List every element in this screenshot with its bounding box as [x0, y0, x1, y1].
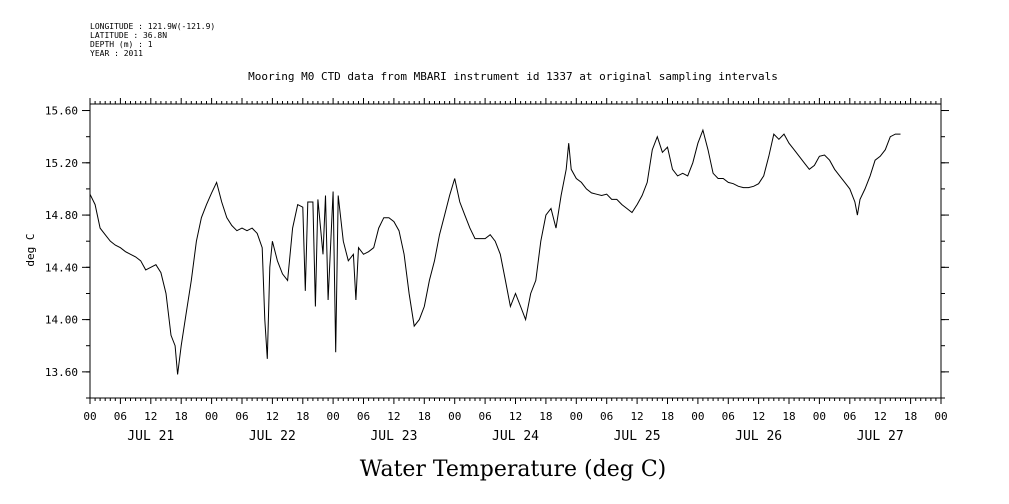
x-hour-label: 00: [570, 410, 583, 423]
x-hour-label: 00: [83, 410, 96, 423]
x-day-label: JUL 24: [492, 429, 539, 444]
x-hour-label: 12: [509, 410, 522, 423]
x-day-label: JUL 23: [370, 429, 417, 444]
latitude-text: LATITUDE : 36.8N: [90, 31, 168, 40]
x-hour-label: 12: [752, 410, 765, 423]
y-tick-label: 14.00: [45, 314, 78, 327]
x-hour-label: 12: [874, 410, 887, 423]
x-hour-label: 06: [722, 410, 735, 423]
x-hour-label: 06: [114, 410, 127, 423]
x-axis: 00 06 12 18 00 06 12 18 00 06 12 18 00 06 12 18 00 06 12 18…: [83, 410, 947, 444]
x-hour-label: 18: [296, 410, 309, 423]
y-tick-label: 14.40: [45, 261, 78, 274]
y-tick-label: 13.60: [45, 366, 78, 379]
water-temperature-line: [89, 128, 901, 375]
y-axis-label: deg C: [24, 233, 37, 266]
x-hour-label: 00: [691, 410, 704, 423]
metadata-block: LONGITUDE : 121.9W(-121.9) LATITUDE : 36…: [90, 22, 215, 58]
x-hour-label: 18: [661, 410, 674, 423]
x-axis-label: Water Temperature (deg C): [360, 457, 667, 482]
x-hour-label: 12: [144, 410, 157, 423]
x-hour-label: 12: [387, 410, 400, 423]
y-tick-label: 14.80: [45, 209, 78, 222]
x-hour-label: 18: [904, 410, 917, 423]
x-hour-label: 18: [418, 410, 431, 423]
x-hour-label: 06: [235, 410, 248, 423]
x-hour-label: 00: [327, 410, 340, 423]
x-hour-label: 06: [843, 410, 856, 423]
x-hour-label: 00: [205, 410, 218, 423]
x-hour-label: 06: [600, 410, 613, 423]
depth-text: DEPTH (m) : 1: [90, 40, 153, 49]
x-hour-label: 00: [934, 410, 947, 423]
x-hour-label: 06: [478, 410, 491, 423]
plot-frame: [89, 103, 942, 399]
x-day-label: JUL 26: [735, 429, 782, 444]
x-hour-label: 18: [175, 410, 188, 423]
tick-marks: [89, 98, 942, 404]
x-hour-label: 12: [630, 410, 643, 423]
x-day-label: JUL 27: [857, 429, 904, 444]
chart-title: Mooring M0 CTD data from MBARI instrumen…: [248, 70, 778, 83]
x-day-label: JUL 25: [614, 429, 661, 444]
y-tick-label: 15.20: [45, 157, 78, 170]
x-day-label: JUL 22: [249, 429, 296, 444]
x-hour-label: 06: [357, 410, 370, 423]
longitude-text: LONGITUDE : 121.9W(-121.9): [90, 22, 216, 31]
x-hour-label: 18: [539, 410, 552, 423]
x-hour-label: 00: [448, 410, 461, 423]
y-tick-label: 15.60: [45, 105, 78, 118]
x-hour-label: 18: [782, 410, 795, 423]
y-axis: 13.60 14.00 14.40 14.80 15.20 15.60: [45, 105, 949, 399]
x-hour-label: 00: [813, 410, 826, 423]
x-day-label: JUL 21: [127, 429, 174, 444]
x-hour-label: 12: [266, 410, 279, 423]
year-text: YEAR : 2011: [90, 49, 143, 58]
